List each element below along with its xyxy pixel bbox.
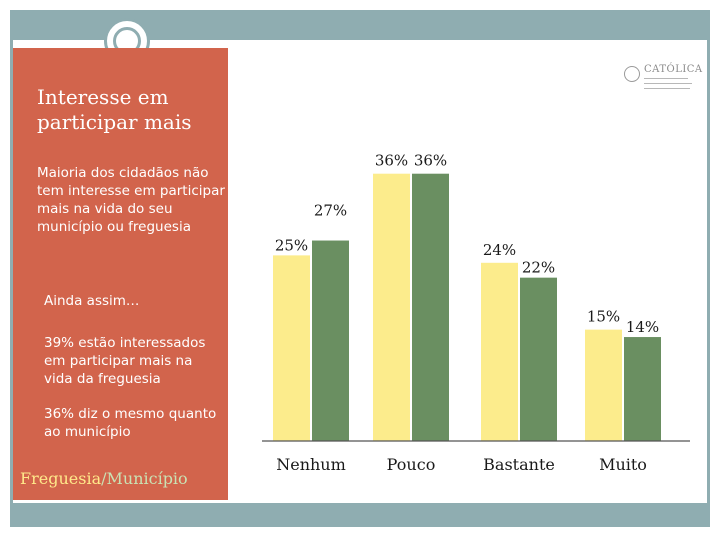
data-label-freguesia: 15% (587, 308, 620, 326)
bar-municipio (412, 173, 449, 441)
sidebar-point-freguesia: 39% estão interessados em participar mai… (44, 335, 206, 387)
data-label-municipio: 22% (522, 259, 555, 277)
sidebar-summary: Maioria dos cidadãos não tem interesse e… (37, 165, 225, 235)
data-label-freguesia: 25% (275, 236, 308, 254)
bar-municipio (312, 240, 349, 441)
logo-text: CATÓLICA (644, 64, 703, 75)
sidebar-point-municipio: 36% diz o mesmo quanto ao município (44, 406, 217, 440)
legend-separator: / (101, 469, 107, 488)
catolica-logo: CATÓLICA (622, 62, 702, 100)
bar-municipio (624, 337, 661, 441)
left-frame-bar (10, 10, 13, 527)
logo-seal-icon (624, 66, 640, 82)
bottom-frame-bar (10, 503, 710, 527)
bar-municipio (520, 277, 557, 441)
legend: Freguesia/Município (20, 469, 188, 488)
bar-freguesia (481, 262, 518, 441)
category-label: Bastante (483, 455, 555, 474)
sidebar-still-text: Ainda assim… (44, 293, 140, 309)
data-label-freguesia: 24% (483, 241, 516, 259)
bar-freguesia (373, 173, 410, 441)
category-label: Nenhum (276, 455, 346, 474)
logo-line (644, 78, 688, 79)
data-label-municipio: 27% (314, 202, 347, 220)
bar-freguesia (273, 255, 310, 441)
data-label-municipio: 14% (626, 318, 659, 336)
sidebar-title: Interesse em participar mais (37, 85, 192, 134)
logo-line (644, 83, 692, 84)
category-label: Pouco (387, 455, 436, 474)
right-frame-bar (707, 10, 710, 527)
category-label: Muito (599, 455, 647, 474)
data-label-freguesia: 36% (375, 152, 408, 170)
legend-municipio: Município (106, 469, 188, 488)
data-label-municipio: 36% (414, 152, 447, 170)
logo-line (644, 88, 690, 89)
legend-freguesia: Freguesia (20, 469, 102, 488)
bar-freguesia (585, 329, 622, 441)
sidebar-panel (13, 48, 228, 500)
